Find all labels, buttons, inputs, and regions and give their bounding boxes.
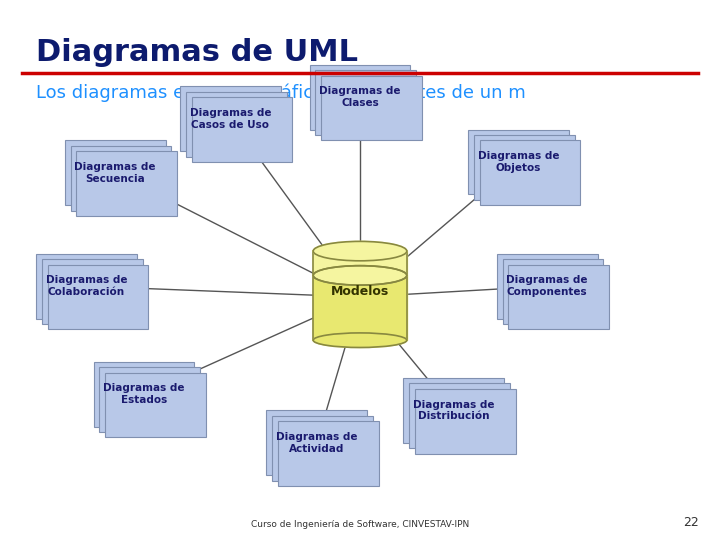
- FancyBboxPatch shape: [503, 259, 603, 324]
- Text: 22: 22: [683, 516, 698, 529]
- FancyBboxPatch shape: [186, 92, 287, 157]
- FancyBboxPatch shape: [497, 254, 598, 319]
- Text: Diagramas de
Colaboración: Diagramas de Colaboración: [45, 275, 127, 297]
- FancyBboxPatch shape: [180, 86, 281, 151]
- FancyBboxPatch shape: [474, 135, 575, 200]
- FancyBboxPatch shape: [310, 65, 410, 130]
- Text: Diagramas de
Secuencia: Diagramas de Secuencia: [74, 162, 156, 184]
- Text: Diagramas de
Clases: Diagramas de Clases: [319, 86, 401, 108]
- FancyBboxPatch shape: [36, 254, 137, 319]
- FancyBboxPatch shape: [278, 421, 379, 486]
- Ellipse shape: [313, 266, 407, 285]
- FancyBboxPatch shape: [403, 378, 504, 443]
- FancyBboxPatch shape: [105, 373, 206, 437]
- FancyBboxPatch shape: [65, 140, 166, 205]
- FancyBboxPatch shape: [321, 76, 422, 140]
- Polygon shape: [313, 275, 407, 340]
- FancyBboxPatch shape: [48, 265, 148, 329]
- Text: Diagramas de
Casos de Uso: Diagramas de Casos de Uso: [189, 108, 271, 130]
- FancyBboxPatch shape: [272, 416, 373, 481]
- FancyBboxPatch shape: [76, 151, 177, 216]
- Text: Modelos: Modelos: [331, 285, 389, 298]
- FancyBboxPatch shape: [94, 362, 194, 427]
- Polygon shape: [313, 251, 407, 275]
- Text: Curso de Ingeniería de Software, CINVESTAV-IPN: Curso de Ingeniería de Software, CINVEST…: [251, 520, 469, 529]
- FancyBboxPatch shape: [315, 70, 416, 135]
- FancyBboxPatch shape: [508, 265, 609, 329]
- Ellipse shape: [313, 266, 407, 285]
- FancyBboxPatch shape: [42, 259, 143, 324]
- Text: Diagramas de
Objetos: Diagramas de Objetos: [477, 151, 559, 173]
- FancyBboxPatch shape: [468, 130, 569, 194]
- Text: Diagramas de
Estados: Diagramas de Estados: [103, 383, 185, 405]
- FancyBboxPatch shape: [99, 367, 200, 432]
- Text: Diagramas de
Actividad: Diagramas de Actividad: [276, 432, 358, 454]
- FancyBboxPatch shape: [480, 140, 580, 205]
- FancyBboxPatch shape: [415, 389, 516, 454]
- FancyBboxPatch shape: [266, 410, 367, 475]
- Text: Diagramas de
Distribución: Diagramas de Distribución: [413, 400, 495, 421]
- FancyBboxPatch shape: [409, 383, 510, 448]
- FancyBboxPatch shape: [71, 146, 171, 211]
- Text: Diagramas de
Componentes: Diagramas de Componentes: [506, 275, 588, 297]
- Text: Diagramas de UML: Diagramas de UML: [36, 38, 358, 67]
- FancyBboxPatch shape: [192, 97, 292, 162]
- Ellipse shape: [313, 333, 407, 348]
- Text: Los diagramas expresan gráficamente partes de un m: Los diagramas expresan gráficamente part…: [36, 84, 526, 102]
- Ellipse shape: [313, 241, 407, 261]
